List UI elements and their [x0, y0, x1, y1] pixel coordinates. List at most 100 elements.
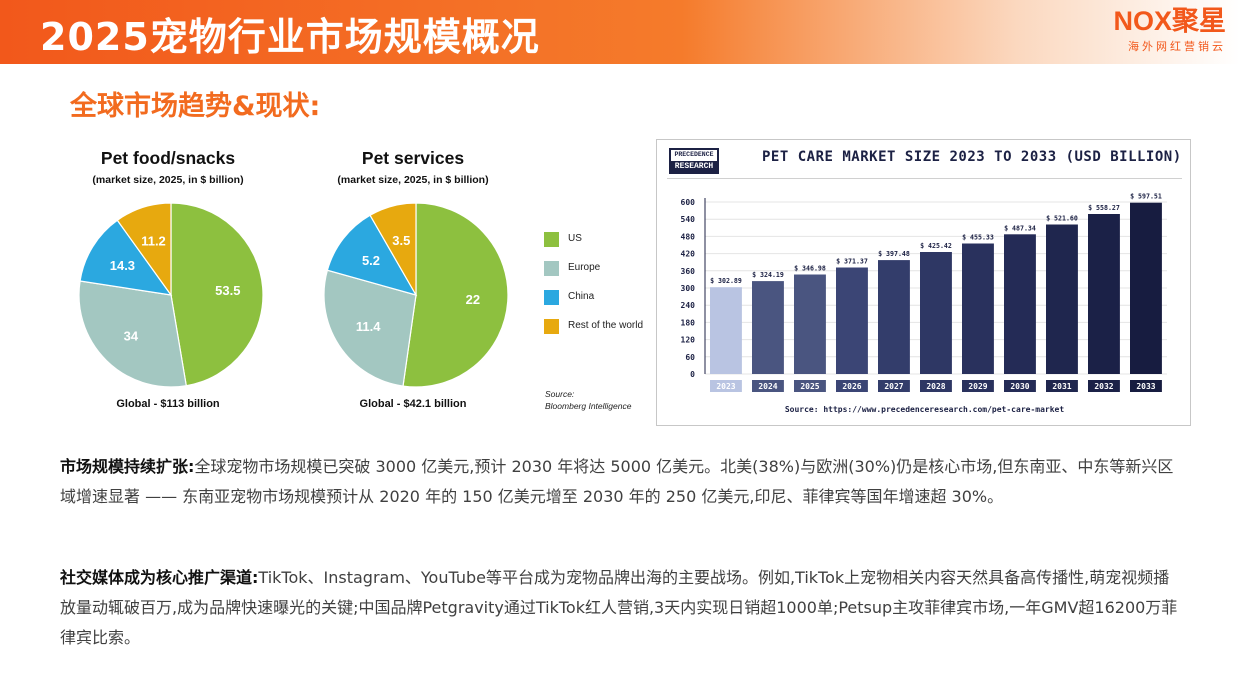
paragraph-lead: 市场规模持续扩张:: [60, 457, 195, 476]
x-tick-box: [920, 380, 952, 392]
bar-2027: [878, 260, 910, 374]
bar-value-label: $ 425.42: [920, 242, 952, 250]
pie-slice-rest-of-the-world: [116, 202, 172, 297]
paragraph-body: 全球宠物市场规模已突破 3000 亿美元,预计 2030 年将达 5000 亿美…: [60, 457, 1174, 506]
pie-slice-rest-of-the-world: [369, 202, 417, 298]
x-tick-box: [794, 380, 826, 392]
pie-slice-label: 53.5: [215, 283, 240, 298]
bar-2024: [752, 281, 784, 374]
y-tick-label: 60: [685, 353, 695, 362]
page-title: 2025宠物行业市场规模概况: [40, 15, 540, 59]
bar-2029: [962, 243, 994, 374]
bar-2028: [920, 252, 952, 374]
pie-title: Pet food/snacks: [100, 148, 236, 168]
bar-value-label: $ 397.48: [878, 250, 910, 258]
bar-value-label: $ 521.60: [1046, 215, 1078, 223]
y-tick-label: 180: [681, 318, 696, 327]
source-label: Source:: [545, 389, 575, 399]
legend-label: US: [568, 233, 582, 244]
pie-slice-us: [170, 202, 264, 387]
bar-2023: [710, 287, 742, 374]
x-tick-box: [752, 380, 784, 392]
x-tick-label: 2024: [758, 382, 777, 391]
pie-svg: 22 11.4 5.2 3.5: [323, 202, 509, 388]
y-tick-label: 480: [681, 232, 696, 241]
pie-subtitle: (market size, 2025, in $ billion): [92, 174, 244, 186]
pie-slice-china: [79, 219, 173, 296]
y-tick-label: 540: [681, 215, 696, 224]
legend-swatch: [544, 319, 559, 334]
pie-slice-europe: [78, 280, 187, 388]
x-tick-label: 2025: [800, 382, 819, 391]
pie-slice-europe: [323, 269, 417, 387]
bar-value-label: $ 455.33: [962, 234, 994, 242]
pie-subtitle: (market size, 2025, in $ billion): [337, 174, 489, 186]
divider: [667, 178, 1182, 179]
paragraph-social-media: 社交媒体成为核心推广渠道:TikTok、Instagram、YouTube等平台…: [60, 563, 1180, 653]
pie-source-note: Source: Bloomberg Intelligence: [545, 388, 631, 412]
pie-svg: 53.5 34 14.3 11.2: [78, 202, 264, 388]
pie-slice-label: 11.2: [141, 234, 166, 249]
legend-label: China: [568, 291, 595, 302]
pie-slice-label: 5.2: [362, 253, 380, 268]
y-tick-label: 420: [681, 250, 696, 259]
x-tick-label: 2023: [716, 382, 735, 391]
y-tick-label: 300: [681, 284, 696, 293]
x-tick-box: [1088, 380, 1120, 392]
pie-chart-food: Pet food/snacks (market size, 2025, in $…: [48, 148, 288, 410]
legend-swatch: [544, 261, 559, 276]
source-name: Bloomberg Intelligence: [545, 401, 632, 411]
logo-line1: PRECEDENCE: [674, 151, 714, 158]
research-logo: PRECEDENCE RESEARCH: [669, 148, 719, 174]
y-tick-label: 120: [681, 336, 696, 345]
bar-2031: [1046, 224, 1078, 374]
x-tick-box: [1046, 380, 1078, 392]
pie-slice-label: 14.3: [110, 258, 135, 273]
brand-tagline: 海外网红营销云: [1128, 40, 1226, 53]
bar-2026: [836, 267, 868, 374]
x-tick-box: [962, 380, 994, 392]
bar-chart-svg: 0 60 120 180 240 300 360 420 480 540 600 $ 302.89 20…: [681, 193, 1167, 392]
legend-label: Rest of the world: [568, 320, 644, 331]
paragraph-lead: 社交媒体成为核心推广渠道:: [60, 568, 259, 587]
pie-slice-us: [402, 202, 509, 388]
bar-chart-title: PET CARE MARKET SIZE 2023 TO 2033 (USD B…: [762, 149, 1182, 165]
pie-slice-label: 22: [466, 292, 480, 307]
y-tick-label: 600: [681, 198, 696, 207]
bar-2032: [1088, 214, 1120, 374]
pie-slice-label: 34: [124, 329, 139, 344]
pie-slice-label: 11.4: [356, 319, 381, 334]
y-tick-label: 240: [681, 301, 696, 310]
pie-slice-china: [326, 214, 418, 296]
y-tick-label: 360: [681, 267, 696, 276]
x-tick-label: 2033: [1136, 382, 1155, 391]
bar-value-label: $ 487.34: [1004, 224, 1036, 232]
bar-2033: [1130, 202, 1162, 374]
legend-swatch: [544, 232, 559, 247]
x-tick-box: [1004, 380, 1036, 392]
bar-value-label: $ 371.37: [836, 258, 868, 266]
bar-value-label: $ 324.19: [752, 271, 784, 279]
x-tick-box: [710, 380, 742, 392]
bar-value-label: $ 346.98: [794, 265, 826, 273]
y-tick-label: 0: [690, 370, 695, 379]
x-tick-label: 2030: [1010, 382, 1029, 391]
bar-chart-card: PRECEDENCE RESEARCH PET CARE MARKET SIZE…: [656, 139, 1191, 426]
x-tick-label: 2027: [884, 382, 903, 391]
pie-footer: Global - $42.1 billion: [359, 398, 467, 410]
legend-label: Europe: [568, 262, 601, 273]
pie-slice-label: 3.5: [392, 233, 410, 248]
bar-value-label: $ 597.51: [1130, 193, 1162, 201]
section-heading: 全球市场趋势&现状:: [70, 91, 321, 122]
paragraph-market-scale: 市场规模持续扩张:全球宠物市场规模已突破 3000 亿美元,预计 2030 年将…: [60, 452, 1180, 512]
header-banner: 2025宠物行业市场规模概况 NOX聚星 海外网红营销云: [0, 0, 1240, 64]
bar-2030: [1004, 234, 1036, 374]
paragraph-body: TikTok、Instagram、YouTube等平台成为宠物品牌出海的主要战场…: [60, 568, 1178, 647]
x-tick-label: 2029: [968, 382, 987, 391]
bar-value-label: $ 558.27: [1088, 204, 1120, 212]
brand-name: NOX聚星: [1113, 6, 1226, 36]
legend-swatch: [544, 290, 559, 305]
pie-footer: Global - $113 billion: [116, 398, 220, 410]
bar-2025: [794, 274, 826, 374]
logo-line2: RESEARCH: [671, 161, 717, 172]
